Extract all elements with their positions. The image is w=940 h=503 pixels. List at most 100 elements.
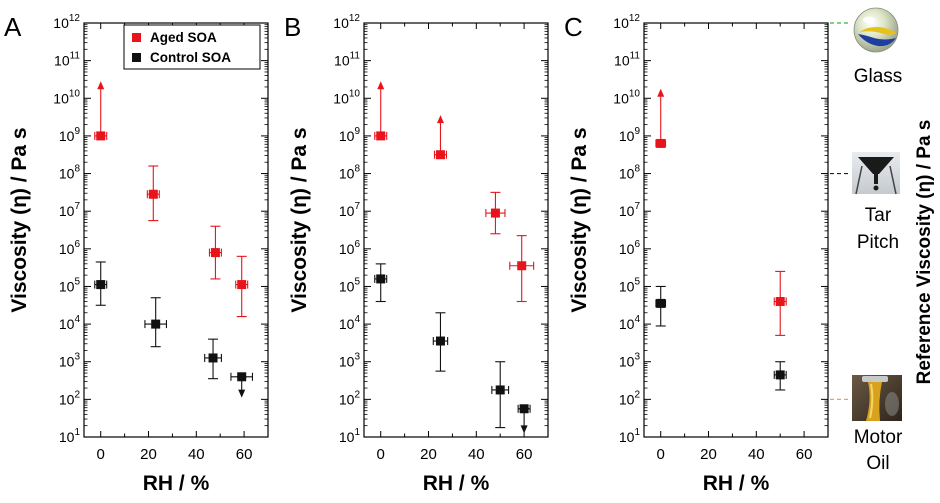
glass-marble-icon — [853, 7, 899, 53]
panel-b-frame — [363, 22, 549, 438]
panel-b-ytick-label: 1010 — [333, 88, 360, 106]
legend: Aged SOA Control SOA — [123, 24, 261, 70]
panel-b-control-point — [517, 404, 531, 434]
reference-label: Glass — [854, 66, 903, 87]
reference-tar-pitch: Tar Pitch — [830, 172, 899, 253]
panel-b-xtick-label: 20 — [420, 446, 437, 463]
panel-c-ytick-label: 102 — [619, 389, 641, 407]
panel-b-ytick-label: 1012 — [333, 13, 360, 31]
panel-a-xlabel: RH / % — [143, 472, 210, 495]
panel-c-ytick-label: 105 — [619, 276, 641, 294]
panel-c-ytick-label: 109 — [619, 126, 641, 144]
panel-b-ytick-label: 101 — [339, 427, 361, 445]
panel-a-ytick-label: 107 — [59, 201, 81, 219]
panel-a-ytick-label: 101 — [59, 427, 81, 445]
panel-b-xtick-label: 60 — [516, 446, 533, 463]
panel-label-a: A — [4, 12, 22, 42]
legend-label-control: Control SOA — [150, 50, 231, 65]
panel-c-ytick-label: 107 — [619, 201, 641, 219]
panel-a-control-point — [94, 261, 108, 306]
panel-b-ylabel: Viscosity (η) / Pa s — [288, 127, 311, 312]
legend-label-aged: Aged SOA — [150, 30, 217, 45]
panel-a-ytick-label: 108 — [59, 164, 81, 182]
panel-c-aged-point — [773, 270, 787, 336]
panel-c-xtick-label: 20 — [700, 446, 717, 463]
legend-box — [123, 24, 261, 70]
panel-label-b: B — [284, 12, 301, 42]
panel-b-aged-point — [433, 115, 447, 160]
panel-b-control-point — [491, 361, 510, 429]
panel-a: 0 20 40 60 101 102 103 104 105 106 107 108 109 1010 10… — [53, 13, 269, 463]
panel-a-control-point — [204, 338, 222, 380]
panel-b-xtick-label: 0 — [377, 446, 385, 463]
panel-label-c: C — [564, 12, 583, 42]
panel-b-xtick-label: 40 — [468, 446, 485, 463]
panel-a-ylabel: Viscosity (η) / Pa s — [8, 127, 31, 312]
panel-c-ytick-label: 103 — [619, 352, 641, 370]
panel-a-control-point — [144, 297, 167, 348]
panel-a-aged-point — [235, 255, 249, 318]
panel-c-ylabel: Viscosity (η) / Pa s — [568, 127, 591, 312]
reference-label: Oil — [866, 453, 889, 474]
panel-a-control-point — [230, 372, 254, 398]
panel-b-aged-point — [374, 81, 388, 141]
panel-a-ytick-label: 106 — [59, 239, 81, 257]
panel-c-ytick-label: 101 — [619, 427, 641, 445]
panel-c-xtick-label: 60 — [796, 446, 813, 463]
panel-a-ytick-label: 105 — [59, 276, 81, 294]
panel-a-ytick-label: 1011 — [54, 51, 80, 69]
panel-c-frame — [643, 22, 829, 438]
panel-a-ytick-label: 109 — [59, 126, 81, 144]
panel-c-control-point — [773, 361, 787, 391]
panel-a-ytick-label: 104 — [59, 314, 81, 332]
panel-c-ytick-label: 1010 — [613, 88, 640, 106]
panel-b-ytick-label: 107 — [339, 201, 361, 219]
panel-b-ytick-label: 102 — [339, 389, 361, 407]
motor-oil-pour-icon — [852, 375, 902, 421]
panel-b-control-point — [432, 312, 449, 372]
panel-a-aged-point — [94, 81, 108, 141]
panel-a-ytick-label: 102 — [59, 389, 81, 407]
panel-a-aged-point — [208, 225, 222, 280]
panel-b-ytick-label: 104 — [339, 314, 361, 332]
reference-label: Pitch — [857, 232, 899, 253]
panel-c-ytick-label: 106 — [619, 239, 641, 257]
panel-c: 0 20 40 60 101 102 103 104 105 106 107 108 109 1010 10… — [613, 13, 829, 463]
legend-marker-aged — [132, 33, 141, 42]
panel-a-ytick-label: 1010 — [53, 88, 80, 106]
panel-b-ytick-label: 106 — [339, 239, 361, 257]
panel-c-xlabel: RH / % — [703, 472, 770, 495]
panel-a-xtick-label: 0 — [97, 446, 105, 463]
tar-pitch-funnel-icon — [852, 152, 900, 195]
panel-b-ytick-label: 103 — [339, 352, 361, 370]
panel-a-frame — [83, 22, 269, 438]
panel-c-aged-point — [655, 88, 667, 148]
panel-b-aged-point — [509, 235, 535, 303]
reference-label: Tar — [865, 205, 892, 226]
reference-glass: Glass — [830, 22, 903, 87]
panel-a-aged-point — [146, 165, 160, 222]
panel-a-xtick-label: 60 — [236, 446, 253, 463]
panel-c-xtick-label: 0 — [657, 446, 665, 463]
panel-c-control-point — [655, 285, 667, 327]
panel-c-ytick-label: 108 — [619, 164, 641, 182]
panel-a-ytick-label: 1012 — [53, 13, 80, 31]
panel-b-xlabel: RH / % — [423, 472, 490, 495]
panel-a-xtick-label: 40 — [188, 446, 205, 463]
panel-b-ytick-label: 109 — [339, 126, 361, 144]
panel-b-control-point — [374, 263, 388, 303]
panel-a-ytick-label: 103 — [59, 352, 81, 370]
legend-marker-control — [132, 53, 141, 62]
panel-c-ytick-label: 1012 — [613, 13, 640, 31]
panel-b-ytick-label: 105 — [339, 276, 361, 294]
reference-motor-oil: Motor Oil — [830, 398, 903, 474]
panel-c-ytick-label: 1011 — [614, 51, 640, 69]
panel-c-xtick-label: 40 — [748, 446, 765, 463]
panel-b-aged-point — [485, 191, 506, 235]
panel-b-ytick-label: 108 — [339, 164, 361, 182]
panel-c-ytick-label: 104 — [619, 314, 641, 332]
reference-axis-label: Reference Viscosity (η) / Pa s — [914, 120, 935, 385]
panel-b-ytick-label: 1011 — [334, 51, 360, 69]
panel-b: 0 20 40 60 101 102 103 104 105 106 107 108 109 1010 10… — [333, 13, 549, 463]
